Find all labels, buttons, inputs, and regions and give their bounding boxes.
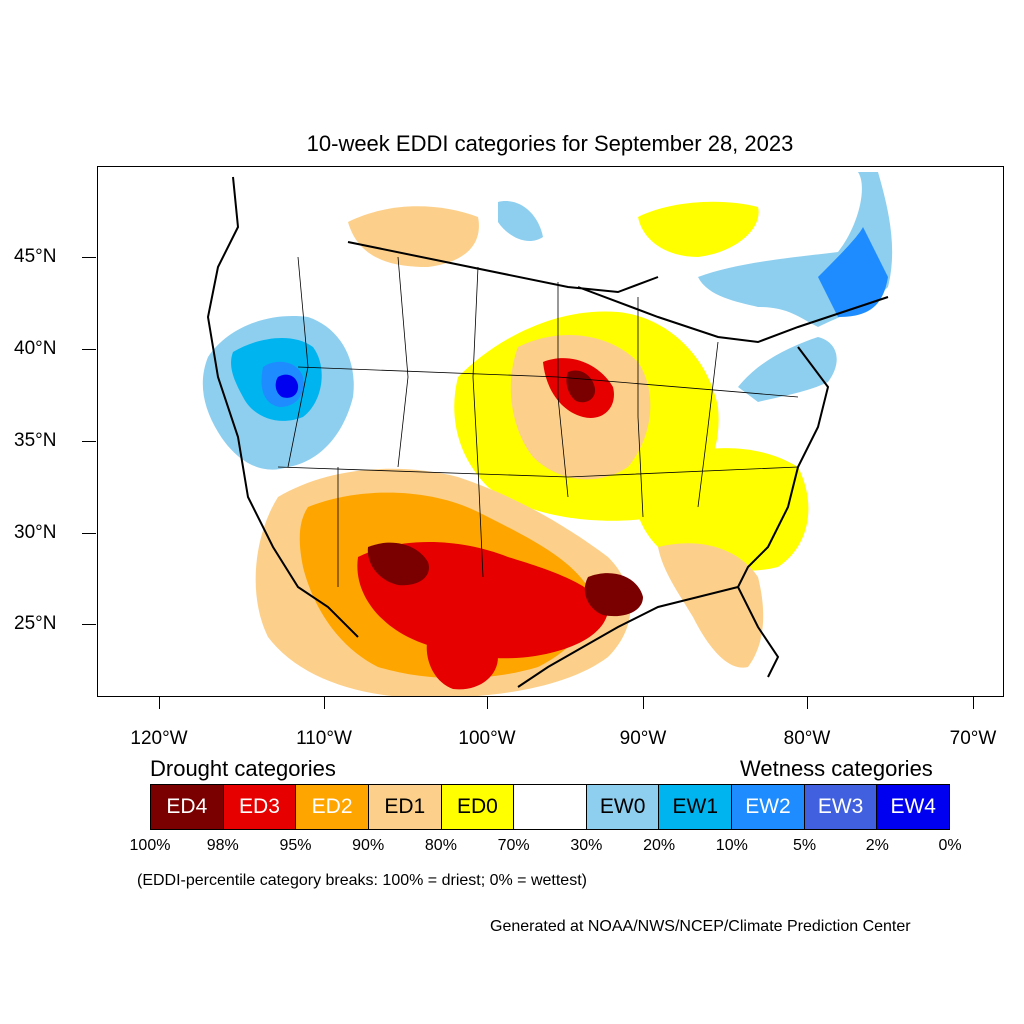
lat-tick xyxy=(82,533,96,534)
dry-region-mexico-ed3 xyxy=(426,633,498,690)
breaks-note: (EDDI-percentile category breaks: 100% =… xyxy=(137,872,587,889)
lat-tick xyxy=(82,624,96,625)
legend-break-label: 70% xyxy=(497,837,530,854)
legend-break-label: 5% xyxy=(792,837,817,854)
lon-tick xyxy=(487,697,488,709)
lon-label: 120°W xyxy=(130,728,188,749)
dry-region-louisiana-ed4 xyxy=(584,573,643,617)
state-borders xyxy=(277,256,799,587)
dry-region-southeast-ed1 xyxy=(658,543,764,668)
legend-swatch: EW3 xyxy=(804,785,878,829)
us-map-graphic xyxy=(202,172,893,696)
legend-swatch: ED2 xyxy=(296,785,369,829)
legend-swatch xyxy=(514,785,587,829)
legend-break-label: 98% xyxy=(206,837,239,854)
legend-bar: ED4 ED3 ED2 ED1 ED0 EW0 EW1 EW2 EW3 EW4 xyxy=(150,784,950,830)
eddi-map xyxy=(97,166,1004,697)
coastline xyxy=(206,176,889,688)
legend-swatch: ED3 xyxy=(223,785,297,829)
lat-label: 35°N xyxy=(14,430,57,451)
wet-region-quebec xyxy=(818,227,888,317)
legend-swatch: EW0 xyxy=(586,785,660,829)
dry-region-southeast-ed0 xyxy=(634,448,809,571)
wet-region-max xyxy=(275,374,299,398)
lon-label: 90°W xyxy=(619,728,667,749)
legend-swatch: EW4 xyxy=(877,785,950,829)
lat-tick xyxy=(82,257,96,258)
wet-region-superior xyxy=(498,201,543,242)
legend-break-label: 0% xyxy=(938,837,962,854)
legend-break-label: 95% xyxy=(279,837,312,854)
lon-tick xyxy=(643,697,644,709)
lon-label: 110°W xyxy=(296,728,352,749)
legend-break-label: 30% xyxy=(570,837,603,854)
wetness-heading: Wetness categories xyxy=(740,756,933,781)
lat-label: 30°N xyxy=(14,522,57,543)
legend-break-label: 2% xyxy=(865,837,889,854)
drought-heading: Drought categories xyxy=(150,756,336,781)
legend-break-label: 100% xyxy=(129,837,171,854)
lon-label: 100°W xyxy=(458,728,516,749)
legend-swatch: ED1 xyxy=(368,785,442,829)
lon-label: 70°W xyxy=(949,728,997,749)
lat-label: 25°N xyxy=(14,613,57,634)
legend-break-label: 90% xyxy=(352,837,385,854)
legend-swatch: EW1 xyxy=(659,785,733,829)
dry-region-texas-ed4 xyxy=(367,542,429,586)
lat-label: 40°N xyxy=(14,338,57,359)
legend-break-label: 10% xyxy=(715,837,748,854)
legend-swatch: ED0 xyxy=(441,785,515,829)
lon-tick xyxy=(324,697,325,709)
dry-region-montana xyxy=(348,206,479,267)
legend-swatch: EW2 xyxy=(732,785,805,829)
lat-tick xyxy=(82,441,96,442)
lon-label: 80°W xyxy=(783,728,831,749)
credit: Generated at NOAA/NWS/NCEP/Climate Predi… xyxy=(490,918,911,935)
lat-tick xyxy=(82,349,96,350)
map-title: 10-week EDDI categories for September 28… xyxy=(306,131,794,156)
lon-tick xyxy=(159,697,160,709)
legend-swatch: ED4 xyxy=(151,785,224,829)
wet-region-great-lakes xyxy=(738,337,837,402)
legend-break-label: 20% xyxy=(643,837,676,854)
lat-label: 45°N xyxy=(14,246,57,267)
lon-tick xyxy=(807,697,808,709)
dry-region-ontario xyxy=(638,201,759,257)
legend-break-label: 80% xyxy=(424,837,457,854)
lon-tick xyxy=(973,697,974,709)
